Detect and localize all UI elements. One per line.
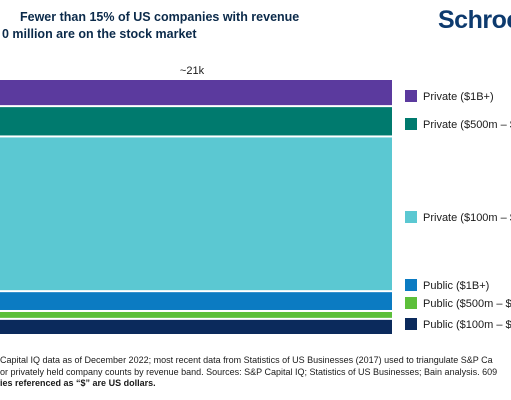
footnote-line-2: or privately held company counts by reve… (0, 366, 498, 377)
footnote-line-3: ies referenced as “$” are US dollars. (0, 378, 156, 388)
legend-swatch (405, 118, 417, 130)
legend-label: Public ($1B+) (423, 280, 489, 292)
legend-item-5: Public ($500m – $1 (405, 297, 511, 310)
legend-swatch (405, 90, 417, 102)
legend-item-2: Private ($500m – $ (405, 118, 511, 131)
legend-label: Public ($500m – $1 (423, 298, 511, 310)
legend-item-4: Public ($1B+) (405, 279, 489, 292)
bar-segment-3 (0, 137, 392, 291)
legend-item-6: Public ($100m – $4 (405, 318, 511, 331)
legend-item-1: Private ($1B+) (405, 90, 494, 103)
legend: Private ($1B+) Private ($500m – $ Private … (405, 90, 511, 331)
chart-title-line-2: 0 million are on the stock market (2, 27, 197, 41)
legend-label: Public ($100m – $4 (423, 319, 511, 331)
legend-label: Private ($1B+) (423, 91, 494, 103)
legend-item-3: Private ($100m – $ (405, 211, 511, 224)
footnote-line-1: Capital IQ data as of December 2022; mos… (0, 355, 493, 365)
legend-swatch (405, 211, 417, 223)
bar-segment-2 (0, 107, 392, 136)
stacked-bar-chart: Private ($1B+) Private ($500m – $ Private … (0, 65, 511, 334)
bar-segment-6 (0, 319, 392, 334)
bar-segment-4 (0, 292, 392, 310)
legend-swatch (405, 297, 417, 309)
footnote: Capital IQ data as of December 2022; mos… (0, 355, 511, 390)
legend-label: Private ($100m – $ (423, 212, 511, 224)
legend-swatch (405, 318, 417, 330)
legend-swatch (405, 279, 417, 291)
bar-segment-5 (0, 311, 392, 318)
brand-logo: Schroc (438, 6, 511, 34)
chart-title: Fewer than 15% of US companies with reve… (0, 9, 400, 43)
chart-title-line-1: Fewer than 15% of US companies with reve… (20, 10, 300, 24)
total-label: ~21k (180, 65, 205, 77)
bar-segment-1 (0, 80, 392, 106)
bar-stack (0, 80, 392, 334)
legend-label: Private ($500m – $ (423, 119, 511, 131)
